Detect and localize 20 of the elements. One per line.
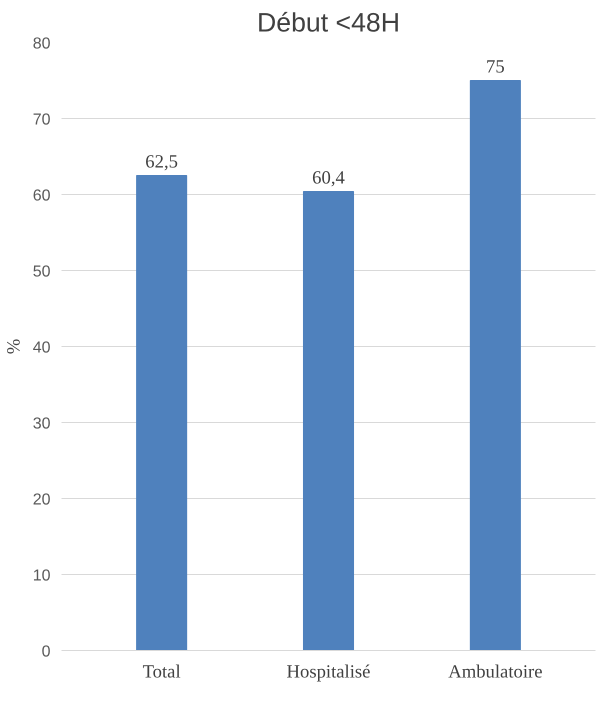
y-tick-label: 70	[32, 112, 51, 128]
chart-title: Début <48H	[257, 8, 400, 38]
y-tick-label: 20	[32, 492, 51, 508]
y-tick-label: 80	[32, 36, 51, 52]
x-tick-label: Hospitalisé	[286, 662, 370, 682]
x-tick-label: Total	[142, 662, 181, 682]
data-label: 60,4	[312, 167, 346, 188]
x-tick-label: Ambulatoire	[448, 662, 543, 682]
data-label: 75	[486, 56, 505, 78]
y-tick-label: 60	[32, 188, 51, 204]
y-tick-label: 40	[32, 340, 51, 356]
data-label: 62,5	[145, 152, 178, 172]
y-axis-title: %	[4, 338, 25, 354]
bar	[136, 175, 188, 650]
y-tick-label: 50	[32, 264, 51, 280]
bar	[302, 190, 354, 650]
y-tick-label: 10	[32, 568, 51, 584]
y-tick-label: 30	[32, 416, 51, 432]
bar	[470, 80, 521, 650]
y-tick-label: 0	[42, 644, 51, 660]
